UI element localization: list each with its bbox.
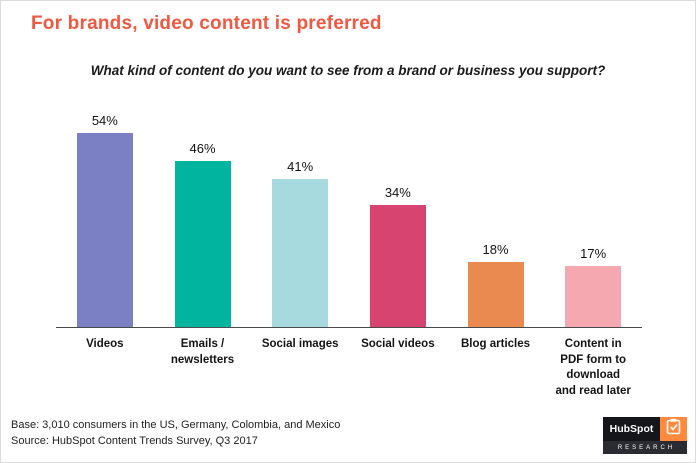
clipboard-check-icon [666, 418, 681, 440]
bar-value-label: 46% [189, 141, 216, 157]
category-label: Social images [261, 338, 339, 350]
x-axis-labels: Videos Emails / newsletters Social images S… [56, 328, 642, 399]
bar-column: 54% [56, 113, 154, 327]
bar [272, 179, 329, 327]
bar-column: 34% [349, 185, 447, 327]
base-note: Base: 3,010 consumers in the US, Germany… [11, 419, 341, 432]
bar [369, 204, 426, 327]
hubspot-wordmark: HubSpot [603, 417, 660, 441]
bar-column: 17% [544, 246, 642, 327]
category-label: Emails / newsletters [170, 338, 235, 366]
bar-value-label: 18% [482, 242, 509, 258]
bar-value-label: 34% [384, 184, 411, 200]
footer-notes: Base: 3,010 consumers in the US, Germany… [11, 418, 340, 450]
x-axis-line [56, 327, 642, 328]
category-label: Content in PDF form to download and read… [555, 338, 631, 397]
bar-value-label: 54% [91, 112, 118, 128]
category-label: Social videos [361, 338, 435, 350]
logo-badge [660, 417, 687, 441]
bar [565, 265, 622, 327]
chart-question: What kind of content do you want to see … [90, 63, 606, 78]
chart-plot-area: 54% 46% 41% 34% 18% 17% [56, 101, 642, 327]
research-label: RESEARCH [603, 441, 687, 454]
hubspot-research-logo: HubSpot RESEARCH [603, 417, 687, 454]
category-label: Blog articles [461, 338, 531, 350]
source-note: Source: HubSpot Content Trends Survey, Q… [11, 435, 258, 448]
bar-column: 18% [447, 242, 545, 327]
bar-column: 46% [154, 141, 252, 327]
logo-top-row: HubSpot [603, 417, 687, 441]
bar-column: 41% [251, 159, 349, 327]
bar-chart: 54% 46% 41% 34% 18% 17% Videos Emails / newsle… [56, 101, 642, 399]
bar-value-label: 41% [287, 159, 314, 175]
bar [76, 132, 133, 327]
page-title: For brands, video content is preferred [31, 13, 382, 34]
bar [174, 161, 231, 327]
bar-value-label: 17% [580, 245, 607, 261]
bar [467, 262, 524, 327]
category-label: Videos [86, 338, 124, 350]
